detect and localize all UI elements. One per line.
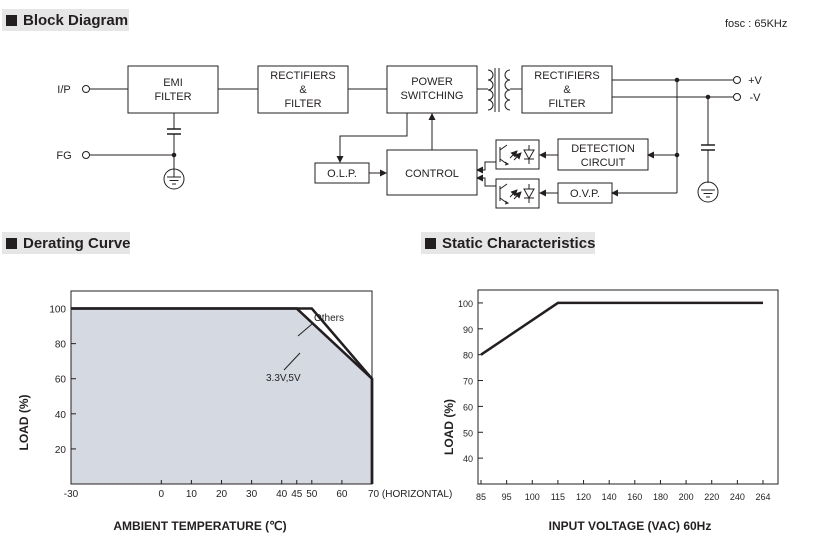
derating-x-tick-label: 60 bbox=[336, 489, 348, 500]
derating-curve-header: Derating Curve bbox=[2, 232, 131, 254]
static-y-tick-label: 50 bbox=[463, 428, 473, 438]
derating-x-tick-label: 70 (HORIZONTAL) bbox=[368, 489, 452, 500]
static-x-tick-label: 240 bbox=[730, 492, 745, 502]
derating-x-axis-title: AMBIENT TEMPERATURE (℃) bbox=[113, 519, 286, 533]
derating-series-label-3v3-5v: 3.3V,5V bbox=[266, 373, 301, 384]
derating-y-tick-label: 20 bbox=[55, 445, 67, 456]
derating-x-tick-label: -30 bbox=[64, 489, 79, 500]
derating-y-tick-label: 100 bbox=[49, 305, 66, 316]
derating-curve-title: Derating Curve bbox=[23, 234, 131, 252]
derating-y-tick-label: 40 bbox=[55, 410, 67, 421]
rectifiers-in-label-3: FILTER bbox=[284, 98, 321, 110]
static-series-line-1 bbox=[480, 301, 763, 356]
static-x-tick-label: 264 bbox=[755, 492, 770, 502]
rectifiers-in-label-2: & bbox=[299, 84, 307, 96]
static-x-tick-label: 200 bbox=[679, 492, 694, 502]
static-x-tick-label: 160 bbox=[627, 492, 642, 502]
derating-x-tick-label: 20 bbox=[216, 489, 228, 500]
emi-filter-label-2: FILTER bbox=[154, 91, 191, 103]
static-x-tick-label: 180 bbox=[653, 492, 668, 502]
derating-label-leader-others bbox=[297, 323, 313, 337]
control-box bbox=[386, 149, 478, 196]
derating-series-line-1 bbox=[71, 307, 374, 484]
output-capacitor-icon bbox=[701, 144, 715, 151]
static-y-tick-label: 80 bbox=[463, 351, 473, 361]
rectifiers-filter-in-box bbox=[257, 65, 349, 114]
static-characteristics-header: Static Characteristics bbox=[421, 232, 595, 254]
derating-shaded-area bbox=[71, 308, 372, 484]
derating-series-line-2 bbox=[71, 307, 374, 484]
block-diagram-title: Block Diagram bbox=[23, 11, 129, 29]
transformer-icon bbox=[487, 68, 511, 112]
rectifiers-out-label-1: RECTIFIERS bbox=[534, 70, 599, 82]
control-label: CONTROL bbox=[405, 168, 459, 180]
ip-terminal bbox=[82, 85, 90, 93]
fg-terminal bbox=[82, 151, 90, 159]
derating-x-tick-label: 40 bbox=[276, 489, 288, 500]
static-x-tick-label: 95 bbox=[502, 492, 512, 502]
plus-v-label: +V bbox=[748, 75, 762, 87]
derating-y-axis-title: LOAD (%) bbox=[17, 395, 31, 451]
emi-filter-box bbox=[127, 65, 219, 114]
ip-label: I/P bbox=[57, 84, 70, 96]
derating-x-tick-label: 30 bbox=[246, 489, 258, 500]
block-diagram-header: Block Diagram bbox=[2, 9, 129, 31]
static-y-tick-label: 70 bbox=[463, 377, 473, 387]
static-x-tick-label: 115 bbox=[551, 492, 565, 502]
derating-x-tick-label: 10 bbox=[186, 489, 198, 500]
power-switching-label-1: POWER bbox=[411, 76, 453, 88]
derating-x-tick-label: 45 bbox=[291, 489, 303, 500]
derating-y-tick-label: 60 bbox=[55, 375, 67, 386]
static-x-tick-label: 140 bbox=[602, 492, 617, 502]
optocoupler-bottom-icon bbox=[495, 178, 540, 209]
power-switching-label-2: SWITCHING bbox=[401, 90, 464, 102]
rectifiers-out-label-2: & bbox=[563, 84, 571, 96]
derating-x-tick-label: 0 bbox=[159, 489, 165, 500]
static-x-axis-title: INPUT VOLTAGE (VAC) 60Hz bbox=[549, 519, 712, 533]
power-switching-box bbox=[386, 65, 478, 114]
earth-ground-icon bbox=[697, 181, 719, 203]
static-y-tick-label: 100 bbox=[458, 299, 473, 309]
derating-series-label-others: Others bbox=[314, 313, 344, 324]
static-x-tick-label: 120 bbox=[576, 492, 591, 502]
derating-y-tick-label: 80 bbox=[55, 340, 67, 351]
static-y-tick-label: 60 bbox=[463, 402, 473, 412]
fg-label: FG bbox=[56, 150, 71, 162]
minus-v-label: -V bbox=[750, 92, 762, 104]
static-y-tick-label: 40 bbox=[463, 454, 473, 464]
section-bullet-icon bbox=[425, 237, 436, 249]
derating-label-leader-3v3 bbox=[283, 352, 301, 371]
y-capacitor-icon bbox=[167, 128, 181, 135]
ovp-label: O.V.P. bbox=[570, 188, 600, 200]
minus-v-terminal bbox=[733, 93, 741, 101]
rectifiers-filter-out-box bbox=[521, 65, 613, 114]
static-y-axis-title: LOAD (%) bbox=[442, 399, 456, 455]
optocoupler-top-icon bbox=[495, 139, 540, 170]
detection-circuit-label-1: DETECTION bbox=[571, 143, 635, 155]
olp-label: O.L.P. bbox=[327, 168, 357, 180]
static-x-tick-label: 85 bbox=[476, 492, 486, 502]
fosc-label: fosc : 65KHz bbox=[725, 18, 788, 30]
ovp-box bbox=[557, 182, 613, 204]
section-bullet-icon bbox=[6, 237, 17, 249]
earth-ground-icon bbox=[163, 168, 185, 190]
derating-x-tick-label: 50 bbox=[306, 489, 318, 500]
static-plot-frame bbox=[477, 289, 779, 485]
derating-plot-frame bbox=[70, 290, 373, 485]
section-bullet-icon bbox=[6, 14, 17, 26]
emi-filter-label-1: EMI bbox=[163, 77, 183, 89]
static-x-tick-label: 220 bbox=[704, 492, 719, 502]
static-characteristics-title: Static Characteristics bbox=[442, 234, 596, 252]
rectifiers-out-label-3: FILTER bbox=[548, 98, 585, 110]
plus-v-terminal bbox=[733, 76, 741, 84]
detection-circuit-box bbox=[557, 138, 649, 171]
detection-circuit-label-2: CIRCUIT bbox=[581, 157, 626, 169]
olp-box bbox=[314, 162, 370, 184]
static-x-tick-label: 100 bbox=[525, 492, 540, 502]
static-y-tick-label: 90 bbox=[463, 325, 473, 335]
rectifiers-in-label-1: RECTIFIERS bbox=[270, 70, 335, 82]
